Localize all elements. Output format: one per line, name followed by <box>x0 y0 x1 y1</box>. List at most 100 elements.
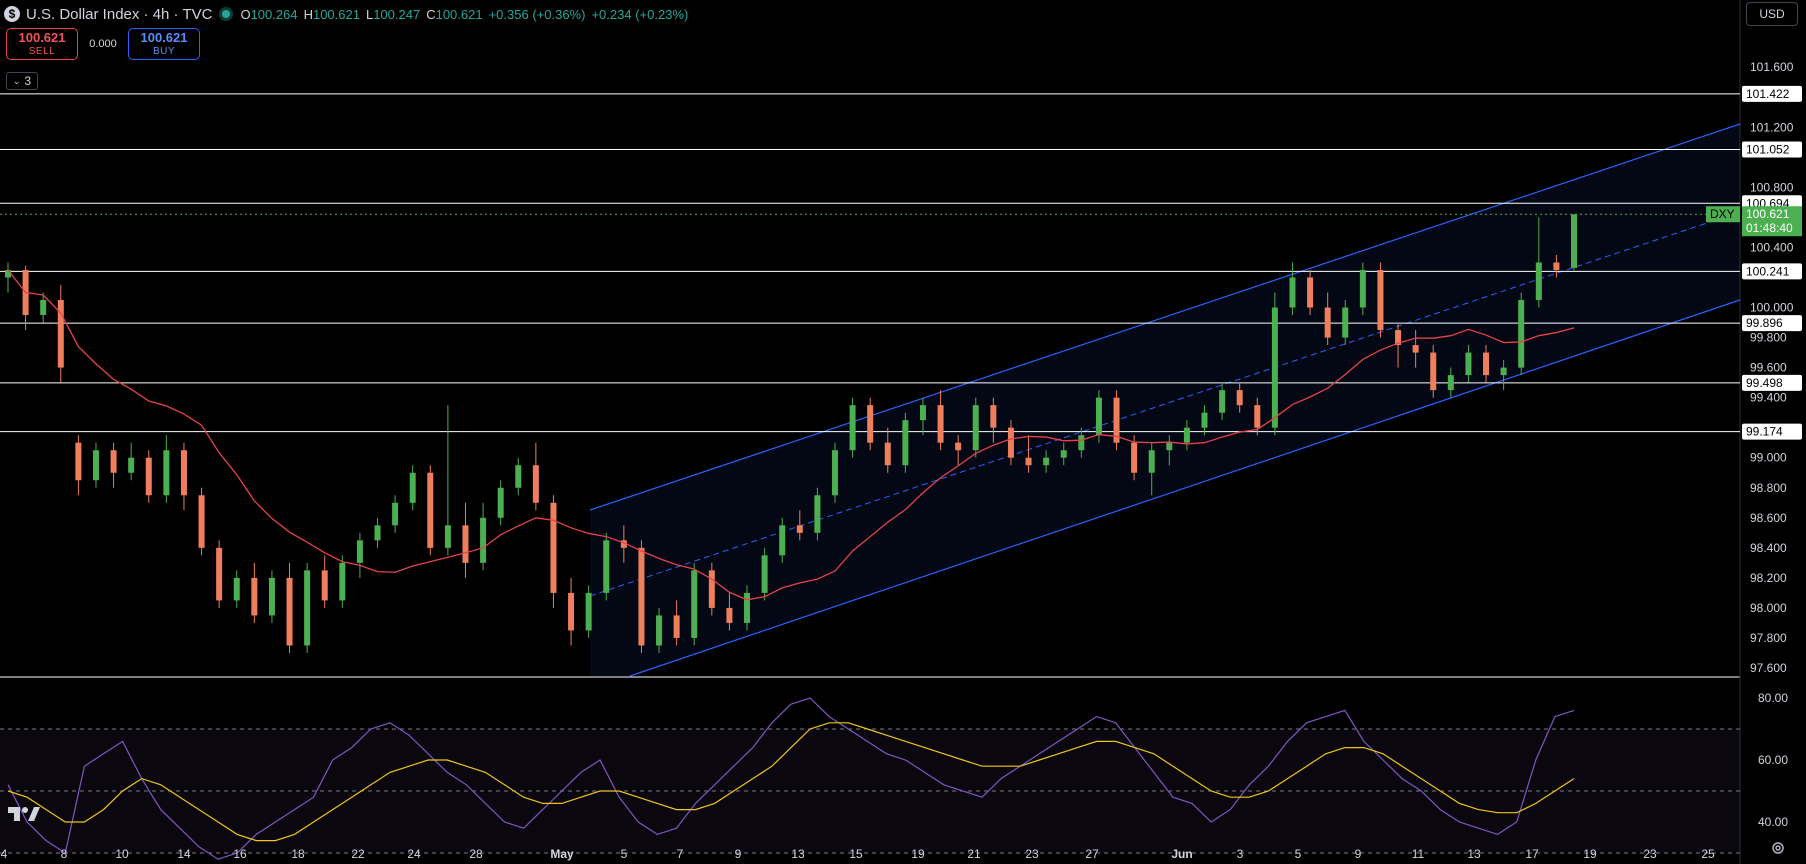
sell-button[interactable]: 100.621 SELL <box>6 28 78 60</box>
sell-price: 100.621 <box>18 30 66 45</box>
close-key: C <box>426 6 436 22</box>
candle-body <box>1342 307 1349 338</box>
price-tick-5: 99.800 <box>1750 331 1787 345</box>
candle-body <box>462 525 469 563</box>
level-label-5: 99.498 <box>1746 376 1783 390</box>
candle-body <box>761 555 768 593</box>
time-tick-20: 3 <box>1237 847 1244 861</box>
candle-body <box>1043 457 1050 466</box>
rsi-tick-0: 80.00 <box>1758 691 1788 705</box>
candle-body <box>1060 450 1067 458</box>
candle-body <box>1430 352 1437 391</box>
candle-body <box>515 465 522 488</box>
candle-body <box>691 570 698 638</box>
candle-body <box>1219 390 1226 413</box>
level-label-3: 100.241 <box>1746 264 1790 278</box>
symbol-title[interactable]: U.S. Dollar Index · 4h · TVC <box>26 5 213 23</box>
time-tick-17: 23 <box>1025 847 1039 861</box>
time-tick-5: 18 <box>291 847 305 861</box>
candle-body <box>1113 397 1120 443</box>
price-tick-0: 101.600 <box>1750 60 1794 74</box>
candle-body <box>444 525 451 548</box>
candle-body <box>1289 277 1296 308</box>
candle-body <box>1007 427 1014 458</box>
candle-body <box>1483 352 1490 376</box>
last-price-bg <box>1742 206 1802 237</box>
symbol-badge-bg <box>1706 206 1740 223</box>
low-key: L <box>365 6 374 22</box>
market-status-icon[interactable] <box>222 10 231 18</box>
level-label-0: 101.422 <box>1746 87 1790 101</box>
candle-body <box>1447 375 1454 391</box>
candle-body <box>884 442 891 466</box>
candle-body <box>145 457 152 496</box>
candle-body <box>656 615 663 646</box>
time-tick-14: 15 <box>849 847 863 861</box>
time-tick-18: 27 <box>1085 847 1099 861</box>
candle-body <box>339 562 346 601</box>
candle-body <box>1412 345 1419 353</box>
candle-body <box>92 450 99 481</box>
candle-body <box>392 502 399 526</box>
gear-icon[interactable] <box>1770 840 1786 856</box>
time-tick-13: 13 <box>791 847 805 861</box>
rsi-line <box>7 697 1575 860</box>
buy-label: BUY <box>152 46 176 57</box>
candle-body <box>1025 457 1032 466</box>
price-tick-13: 98.000 <box>1750 601 1787 615</box>
candle-body <box>497 487 504 518</box>
level-label-6: 99.174 <box>1746 425 1783 439</box>
candle-body <box>937 405 944 443</box>
candle-body <box>1201 412 1208 428</box>
price-tick-15: 97.600 <box>1750 661 1787 675</box>
rsi-tick-1: 60.00 <box>1758 753 1788 767</box>
candle-body <box>620 540 627 548</box>
rsi-ma-line <box>7 722 1575 842</box>
open-value: 100.264 <box>250 6 298 22</box>
currency-button[interactable]: USD <box>1746 2 1798 26</box>
sell-label: SELL <box>28 46 56 57</box>
candle-body <box>902 420 909 466</box>
high-value: 100.621 <box>312 6 360 22</box>
price-tick-2: 100.800 <box>1750 180 1794 194</box>
close-value: 100.621 <box>435 6 483 22</box>
time-tick-3: 14 <box>177 847 191 861</box>
candle-body <box>726 607 733 623</box>
level-label-1: 101.052 <box>1746 143 1790 157</box>
candle-body <box>268 577 275 616</box>
chart-header: $ U.S. Dollar Index · 4h · TVC O100.264 … <box>4 4 688 24</box>
candle-body <box>1553 262 1560 270</box>
candle-body <box>110 450 117 473</box>
candle-body <box>955 442 962 451</box>
channel-lower-line <box>629 299 1741 677</box>
candle-body <box>1183 427 1190 443</box>
level-label-bg-3 <box>1742 263 1802 280</box>
level-label-bg-4 <box>1742 315 1802 332</box>
candle-body <box>1465 352 1472 376</box>
candle-body <box>304 570 311 646</box>
time-tick-9: May <box>550 847 574 861</box>
time-tick-19: Jun <box>1171 847 1192 861</box>
change2-value: +0.234 (+0.23%) <box>591 6 689 22</box>
price-channel-fill <box>590 124 1740 676</box>
candle-body <box>1148 450 1155 473</box>
price-tick-7: 99.400 <box>1750 391 1787 405</box>
last-price-label: 100.621 <box>1746 207 1790 221</box>
price-tick-8: 99.000 <box>1750 451 1787 465</box>
candle-body <box>708 570 715 608</box>
time-tick-6: 22 <box>351 847 365 861</box>
spread-value: 0.000 <box>89 38 117 50</box>
indicators-toggle[interactable]: ⌄ 3 <box>6 72 38 90</box>
candle-body <box>427 472 434 548</box>
candle-body <box>1395 330 1402 346</box>
tradingview-logo-icon[interactable] <box>8 805 40 823</box>
moving-average-line <box>7 269 1575 601</box>
candle-body <box>550 502 557 593</box>
candle-body <box>233 577 240 601</box>
time-tick-4: 16 <box>233 847 247 861</box>
buy-button[interactable]: 100.621 BUY <box>128 28 200 60</box>
candle-body <box>128 457 135 473</box>
candle-body <box>1095 397 1102 436</box>
open-key: O <box>240 6 251 22</box>
